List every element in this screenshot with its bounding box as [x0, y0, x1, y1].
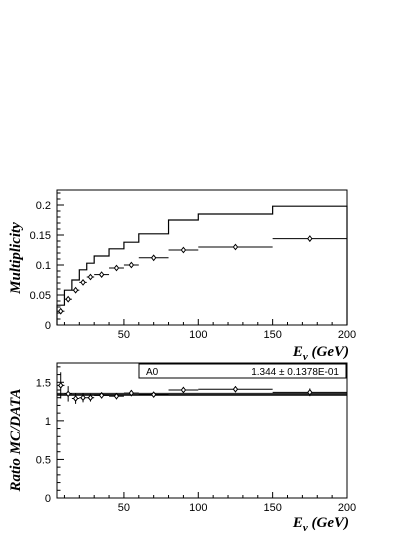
multiplicity-x-axis-label: Eν (GeV): [292, 344, 349, 363]
diamond-marker: [307, 235, 313, 243]
fit-result-box-frame: [138, 363, 347, 379]
ratio-data-point: [71, 393, 80, 404]
ratio-x-tick-label: 100: [189, 502, 207, 514]
diamond-marker: [98, 391, 105, 399]
diamond-marker: [87, 273, 94, 281]
diamond-marker: [65, 390, 71, 398]
energy-unit: (GeV): [308, 344, 349, 360]
ratio-y-tick-label: 1: [45, 416, 51, 428]
ratio-x-tick-label: 200: [338, 502, 356, 514]
multiplicity-data-point: [79, 278, 87, 286]
ratio-x-tick-label: 50: [118, 502, 130, 514]
diamond-marker: [113, 392, 120, 400]
diamond-marker: [232, 243, 239, 251]
multiplicity-data-point: [57, 307, 65, 315]
multiplicity-plot-frame: [56, 189, 348, 326]
data-multiplicity-points: [57, 235, 347, 315]
multiplicity-y-tick-label: 0.2: [36, 200, 51, 212]
diamond-marker: [72, 286, 79, 294]
multiplicity-data-point: [109, 264, 124, 272]
multiplicity-x-tick-label: 100: [189, 329, 207, 341]
fit-parameter-value: 1.344 ± 0.1378E-01: [251, 367, 339, 378]
ratio-data-point: [64, 386, 72, 402]
diamond-marker: [307, 388, 313, 396]
multiplicity-data-point: [94, 271, 110, 279]
multiplicity-x-tick-label: 50: [118, 329, 130, 341]
ratio-x-axis-label: Eν (GeV): [292, 515, 349, 534]
ratio-panel: 50 100 150 200 0 0.5 1 1.5 A0 1.344 ± 0.1378E-0…: [8, 362, 356, 534]
diamond-marker: [180, 246, 187, 254]
mc-multiplicity-histogram: [56, 205, 348, 325]
multiplicity-data-point: [71, 286, 80, 294]
diamond-marker: [87, 394, 94, 402]
ratio-data-point: [109, 392, 124, 400]
multiplicity-data-point: [168, 246, 199, 254]
diamond-marker: [72, 395, 79, 402]
ratio-data-point: [272, 388, 347, 397]
fit-result-box: A0 1.344 ± 0.1378E-01: [138, 363, 347, 379]
multiplicity-data-point: [138, 254, 169, 262]
multiplicity-y-tick-label: 0.05: [30, 290, 51, 302]
multiplicity-y-axis-label: Multiplicity: [8, 222, 24, 295]
diamond-marker: [180, 386, 187, 394]
diamond-marker: [80, 394, 86, 402]
diamond-marker: [57, 307, 64, 315]
ratio-data-point: [198, 385, 273, 393]
ratio-data-point: [79, 393, 87, 403]
energy-unit: (GeV): [308, 515, 349, 531]
neutrino-subscript: ν: [303, 351, 308, 363]
multiplicity-y-tick-label: 0.1: [36, 260, 51, 272]
ratio-data-point: [138, 391, 169, 399]
energy-symbol: E: [292, 344, 303, 360]
ratio-data-point: [123, 389, 139, 397]
ratio-data-point: [57, 372, 65, 399]
diamond-marker: [150, 254, 157, 262]
ratio-axis-ticks: 50 100 150 200 0 0.5 1 1.5: [36, 366, 356, 514]
multiplicity-data-point: [198, 243, 273, 251]
fit-parameter-name: A0: [146, 367, 159, 378]
multiplicity-x-tick-label: 200: [338, 329, 356, 341]
ratio-y-axis-label: Ratio MC/DATA: [8, 389, 24, 493]
diamond-marker: [98, 271, 105, 279]
ratio-plot-frame: [56, 362, 348, 499]
multiplicity-data-point: [123, 261, 139, 269]
multiplicity-y-tick-label: 0: [45, 320, 51, 332]
multiplicity-data-point: [272, 235, 347, 243]
ratio-data-points: [57, 372, 347, 404]
diamond-marker: [80, 278, 86, 286]
diamond-marker: [232, 385, 239, 393]
diamond-marker: [128, 389, 135, 397]
ratio-y-tick-label: 0.5: [36, 454, 51, 466]
ratio-data-point: [86, 393, 95, 402]
diamond-marker: [128, 261, 135, 269]
ratio-data-point: [168, 386, 199, 394]
ratio-y-tick-label: 1.5: [36, 377, 51, 389]
multiplicity-x-tick-label: 150: [263, 329, 281, 341]
diamond-marker: [65, 295, 71, 303]
diamond-marker: [150, 391, 157, 399]
ratio-data-point: [94, 391, 110, 399]
neutrino-subscript: ν: [303, 522, 308, 534]
ratio-x-tick-label: 150: [263, 502, 281, 514]
energy-symbol: E: [292, 515, 303, 531]
multiplicity-axis-ticks: 50 100 150 200 0 0.05 0.1 0.15 0.2: [30, 192, 356, 341]
multiplicity-data-point: [86, 273, 95, 281]
multiplicity-y-tick-label: 0.15: [30, 230, 51, 242]
ratio-y-tick-label: 0: [45, 493, 51, 505]
diamond-marker: [113, 264, 120, 272]
multiplicity-data-point: [64, 295, 72, 303]
diamond-marker: [57, 381, 64, 389]
